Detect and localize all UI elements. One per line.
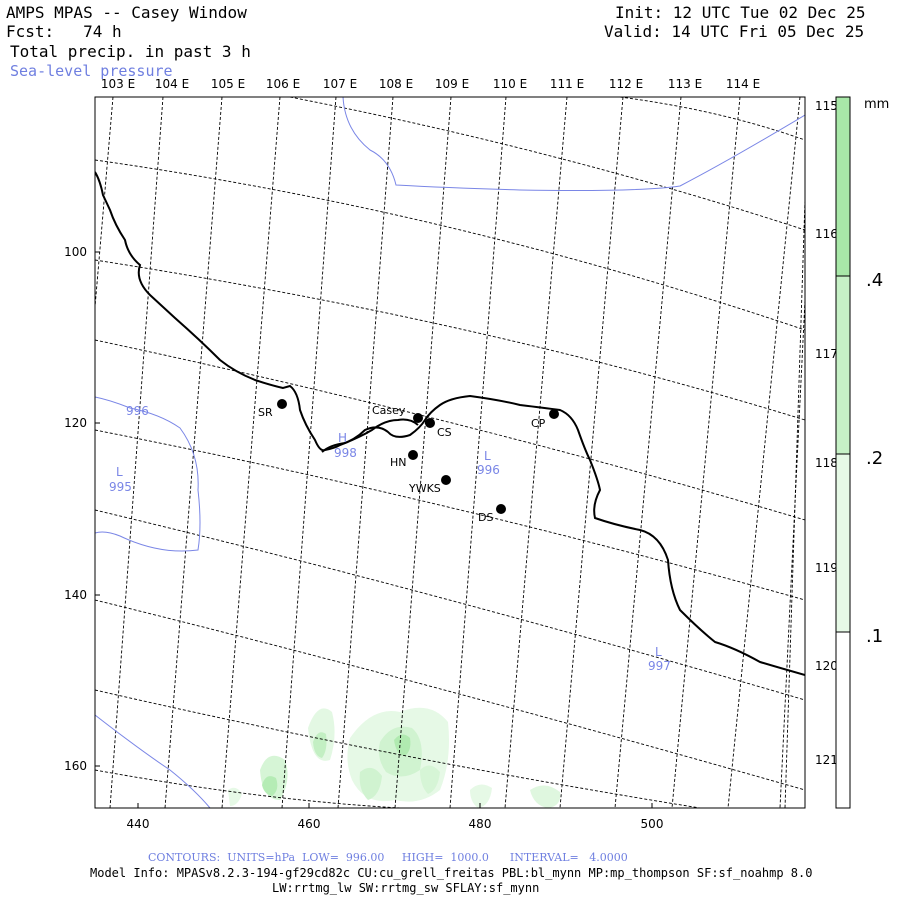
colorbar-bin-bottom [836,632,850,808]
model-info: Model Info: MPASv8.2.3-194-gf29cd82c CU:… [90,866,813,880]
station-label-cp: CP [531,417,546,430]
lon-label-111: 111 E [550,77,584,91]
colorbar-unit: mm [864,97,889,112]
colorbar-label-0.2: .2 [866,448,883,469]
stations: SR Casey CS CP HN YWKS DS [258,399,559,524]
precip-field [228,707,561,808]
station-label-ds: DS [478,511,493,524]
low-letter-997: L [655,645,662,659]
lon-label-107: 107 E [323,77,357,91]
lon-label-106: 106 E [266,77,300,91]
y-axis-ticks: 100 120 140 160 [64,245,100,773]
lon-label-104: 104 E [155,77,189,91]
colorbar-label-0.1: .1 [866,626,883,647]
station-dot-ywks [441,475,451,485]
x-tick-440: 440 [127,817,150,831]
chart-title: AMPS MPAS -- Casey Window [6,3,247,22]
low-value-997: 997 [648,659,671,673]
y-tick-160: 160 [64,759,87,773]
coastline [95,171,805,676]
colorbar-label-0.4: .4 [866,270,883,291]
lon-label-113: 113 E [668,77,702,91]
station-dot-cp [549,409,559,419]
isobars [95,97,805,808]
colorbar-bin-3 [836,454,850,632]
station-label-cs: CS [437,426,452,439]
model-info-2: LW:rrtmg_lw SW:rrtmg_sw SFLAY:sf_mynn [272,881,540,895]
lon-label-103: 103 E [101,77,135,91]
x-tick-500: 500 [641,817,664,831]
map-frame [94,96,806,809]
station-label-casey: Casey [372,404,406,417]
colorbar-bin-2 [836,276,850,454]
station-label-hn: HN [390,456,407,469]
isobar-label-996: 996 [126,404,149,418]
station-label-sr: SR [258,406,273,419]
lon-label-112: 112 E [609,77,643,91]
colorbar: mm .4 .2 .1 [835,96,889,809]
overlay-name: Sea-level pressure [10,62,173,80]
station-dot-casey [413,413,423,423]
x-tick-480: 480 [469,817,492,831]
station-dot-hn [408,450,418,460]
lon-label-105: 105 E [211,77,245,91]
high-letter-998: H [338,431,347,445]
top-longitude-labels: 103 E 104 E 105 E 106 E 107 E 108 E 109 … [101,77,760,91]
valid-time: Valid: 14 UTC Fri 05 Dec 25 [604,22,865,41]
lon-label-110: 110 E [493,77,527,91]
low-letter-996: L [484,449,491,463]
colorbar-bin-top [836,97,850,276]
y-tick-120: 120 [64,416,87,430]
x-tick-460: 460 [298,817,321,831]
y-tick-100: 100 [64,245,87,259]
station-dot-cs [425,418,435,428]
low-letter-995: L [116,465,123,479]
contour-info: CONTOURS: UNITS=hPa LOW= 996.00 HIGH= 10… [148,851,628,864]
field-name: Total precip. in past 3 h [10,42,251,61]
station-dot-ds [496,504,506,514]
init-time: Init: 12 UTC Tue 02 Dec 25 [615,3,866,22]
graticule [95,97,805,808]
low-value-995: 995 [109,480,132,494]
lon-label-108: 108 E [379,77,413,91]
y-tick-140: 140 [64,588,87,602]
pressure-centers: 996 L 995 H 998 L 996 L 997 [109,404,671,673]
lon-label-114: 114 E [726,77,760,91]
station-dot-sr [277,399,287,409]
station-label-ywks: YWKS [408,482,441,495]
low-value-996: 996 [477,463,500,477]
x-axis-ticks: 440 460 480 500 [127,803,664,831]
forecast-hour: Fcst: 74 h [6,22,122,41]
high-value-998: 998 [334,446,357,460]
lon-label-109: 109 E [435,77,469,91]
